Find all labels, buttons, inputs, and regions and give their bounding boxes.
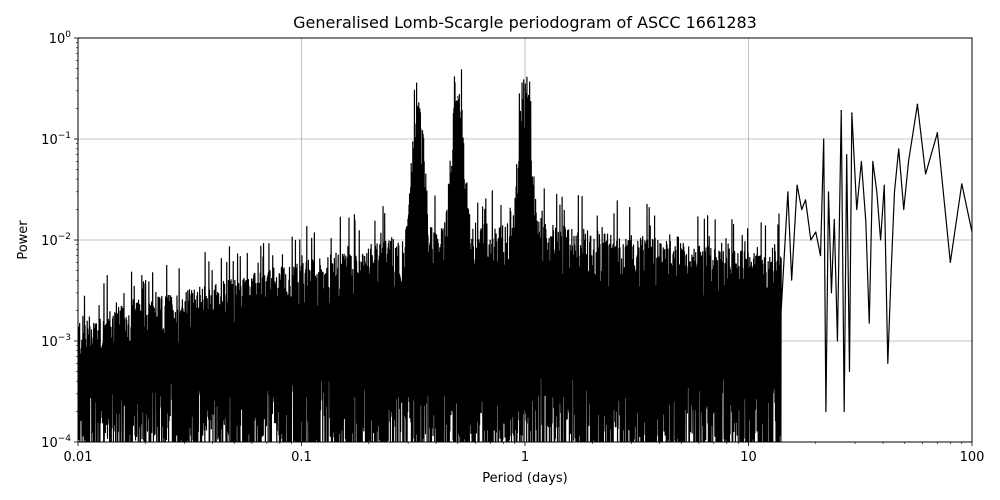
y-axis-title: Power xyxy=(16,220,31,260)
x-tick-label: 0.01 xyxy=(64,450,93,465)
peak-point xyxy=(916,103,919,106)
y-tick-label: 100 xyxy=(49,30,72,47)
peak-point xyxy=(936,132,939,134)
chart-title: Generalised Lomb-Scargle periodogram of … xyxy=(293,13,757,32)
y-tick-label: 10−1 xyxy=(41,131,71,148)
x-tick-label: 0.1 xyxy=(291,450,312,465)
peak-point xyxy=(840,110,843,112)
y-tick-label: 10−3 xyxy=(41,333,71,350)
y-tick-label: 10−2 xyxy=(41,232,71,249)
peak-point xyxy=(851,112,853,115)
peak-point xyxy=(524,88,526,91)
x-tick-label: 10 xyxy=(740,450,757,465)
x-axis-title: Period (days) xyxy=(482,471,568,486)
power-line xyxy=(78,69,972,442)
y-tick-label: 10−4 xyxy=(41,434,71,451)
x-tick-label: 1 xyxy=(521,450,529,465)
peak-point xyxy=(456,96,459,98)
ticks: 0.01 0.1 1 10 100 10−4 10−3 10−2 10−1 100 xyxy=(41,30,984,465)
peak-point xyxy=(417,112,420,115)
plot-frame xyxy=(77,37,973,443)
series-line xyxy=(78,69,972,442)
x-tick-label: 100 xyxy=(960,450,985,465)
